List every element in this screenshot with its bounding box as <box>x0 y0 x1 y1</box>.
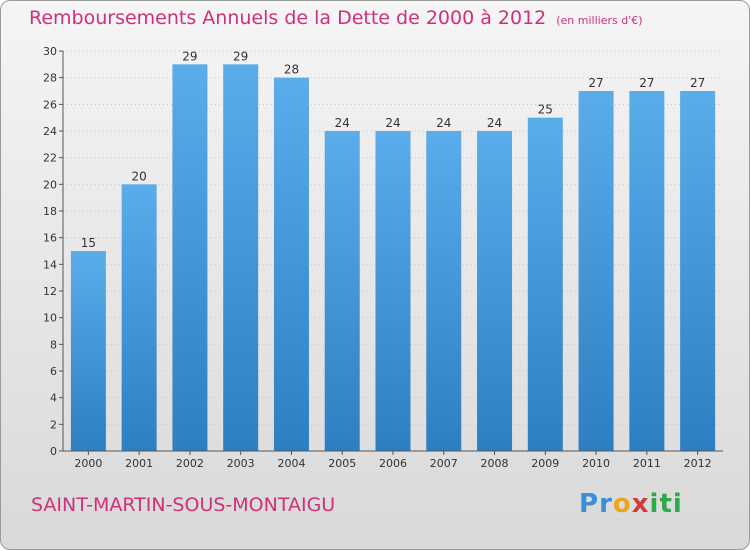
bar <box>121 184 157 452</box>
bar-value-label: 24 <box>335 116 350 130</box>
y-tick-label: 14 <box>43 258 57 271</box>
y-tick-label: 6 <box>50 365 57 378</box>
y-tick-label: 24 <box>43 125 57 138</box>
y-tick-label: 2 <box>50 418 57 431</box>
logo-letter: t <box>659 489 673 519</box>
y-tick-label: 28 <box>43 72 57 85</box>
bars: 15 20 29 29 28 24 24 24 24 25 27 27 27 <box>70 49 716 452</box>
logo-letter: x <box>631 489 650 519</box>
x-tick-label: 2000 <box>74 457 102 470</box>
bar-value-label: 27 <box>588 76 603 90</box>
bar-value-label: 15 <box>81 236 96 250</box>
y-tick-label: 0 <box>50 445 57 458</box>
y-tick-label: 20 <box>43 178 57 191</box>
x-tick-label: 2011 <box>633 457 661 470</box>
bar <box>70 251 106 451</box>
logo-letter: P <box>579 489 600 519</box>
x-tick-label: 2004 <box>277 457 305 470</box>
y-tick-label: 4 <box>50 392 57 405</box>
y-tick-label: 12 <box>43 285 57 298</box>
y-tick-label: 16 <box>43 232 57 245</box>
x-tick-label: 2002 <box>176 457 204 470</box>
bar <box>477 131 513 451</box>
bar-value-label: 25 <box>538 103 553 117</box>
bar <box>578 91 614 451</box>
bar <box>426 131 462 451</box>
bar-value-label: 20 <box>132 169 147 183</box>
y-tick-label: 18 <box>43 205 57 218</box>
x-tick-label: 2005 <box>328 457 356 470</box>
bar-value-label: 27 <box>690 76 705 90</box>
logo-letter: i <box>649 489 660 519</box>
bar <box>273 77 309 452</box>
x-tick-label: 2008 <box>481 457 509 470</box>
proxiti-logo: Proxiti <box>579 489 683 519</box>
y-tick-label: 30 <box>43 45 57 58</box>
bar <box>527 117 563 452</box>
x-tick-label: 2010 <box>582 457 610 470</box>
bar-value-label: 28 <box>284 63 299 77</box>
y-tick-label: 26 <box>43 98 57 111</box>
logo-letter: i <box>672 489 683 519</box>
y-tick-label: 10 <box>43 312 57 325</box>
y-tick-label: 8 <box>50 338 57 351</box>
bar-value-label: 27 <box>639 76 654 90</box>
logo-letter: r <box>599 489 613 519</box>
x-tick-label: 2007 <box>430 457 458 470</box>
chart-title: Remboursements Annuels de la Dette de 20… <box>29 7 643 29</box>
x-tick-label: 2012 <box>684 457 712 470</box>
x-tick-label: 2003 <box>227 457 255 470</box>
bar-value-label: 29 <box>182 49 197 63</box>
bar <box>172 64 208 452</box>
bar <box>680 91 716 451</box>
bar <box>629 91 665 451</box>
x-tick-label: 2001 <box>125 457 153 470</box>
logo-letter: o <box>612 489 632 519</box>
bar-value-label: 24 <box>385 116 400 130</box>
x-tick-label: 2009 <box>531 457 559 470</box>
bar <box>375 131 411 451</box>
place-name: SAINT-MARTIN-SOUS-MONTAIGU <box>31 494 336 516</box>
bar <box>223 64 259 452</box>
x-tick-label: 2006 <box>379 457 407 470</box>
y-tick-label: 22 <box>43 152 57 165</box>
chart-unit: (en milliers d'€) <box>556 14 643 27</box>
title-text: Remboursements Annuels de la Dette de 20… <box>29 7 547 29</box>
bar-value-label: 24 <box>487 116 502 130</box>
bar <box>324 131 360 451</box>
bar-value-label: 29 <box>233 49 248 63</box>
bar-value-label: 24 <box>436 116 451 130</box>
